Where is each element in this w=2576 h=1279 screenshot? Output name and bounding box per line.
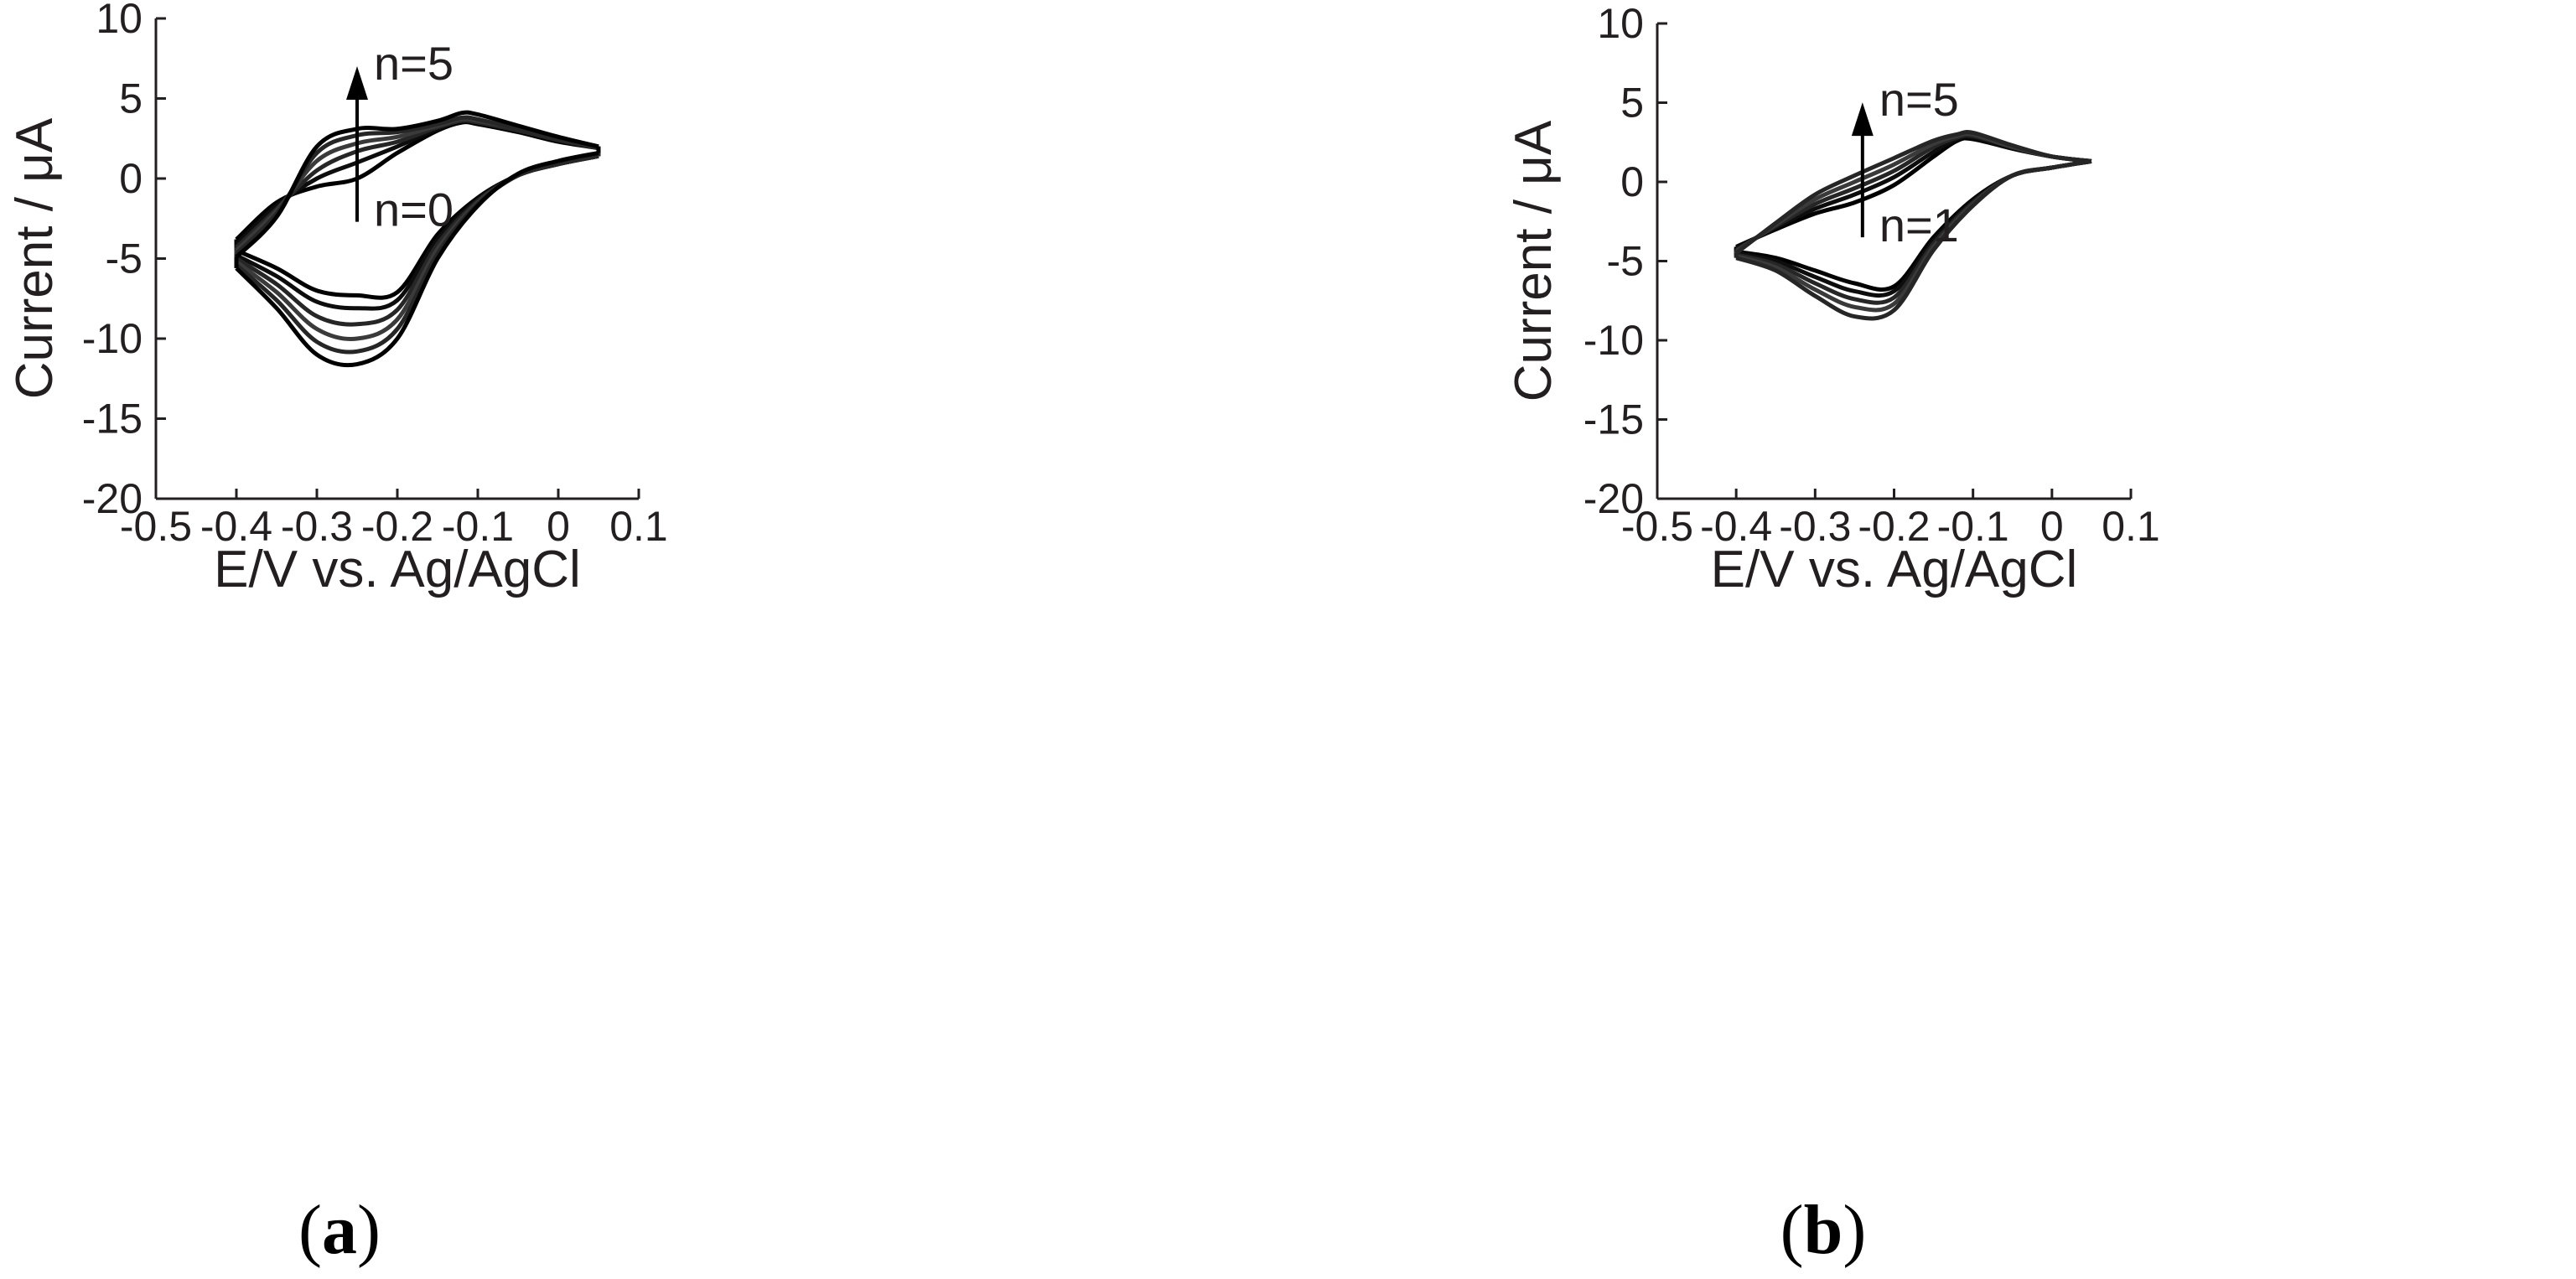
- panel-label-part: b: [1804, 1191, 1843, 1269]
- x-tick-label: -0.3: [281, 503, 353, 550]
- y-tick-label: 0: [119, 155, 143, 202]
- cv-reverse-scan-n5: [1735, 158, 2092, 321]
- x-tick-label: -0.5: [1621, 503, 1693, 550]
- cv-reverse-scan-n3: [235, 152, 599, 341]
- panel-label-part: (: [1780, 1191, 1804, 1269]
- y-tick-label: -5: [106, 236, 143, 282]
- annotation-start-label: n=0: [374, 184, 454, 236]
- chart-panel-a: 10 5 0 -5 -10 -15 -20 -0.5 -0.4 -0.3 -0.2 -0.1 0 0.1 E…: [6, 0, 668, 1269]
- panel-label-part: ): [357, 1191, 381, 1269]
- x-axis-title: E/V vs. Ag/AgCl: [214, 541, 581, 598]
- cv-reverse-scan-n5: [235, 150, 599, 368]
- y-tick-label: -5: [1607, 238, 1644, 285]
- x-tick-label: 0: [2040, 503, 2064, 550]
- y-tick-label: -10: [82, 315, 143, 362]
- x-tick-label: -0.1: [442, 503, 514, 550]
- trend-arrowhead-icon: [1851, 102, 1874, 137]
- x-tick-label: -0.2: [361, 503, 433, 550]
- y-tick-label: -10: [1583, 317, 1644, 364]
- annotation-end-label: n=5: [1879, 73, 1959, 126]
- y-tick-label: -20: [82, 475, 143, 522]
- x-tick-label: -0.2: [1858, 503, 1930, 550]
- x-tick-label: -0.3: [1779, 503, 1851, 550]
- cv-forward-scan-n5: [235, 110, 599, 259]
- x-tick-label: 0.1: [2102, 503, 2160, 550]
- x-axis-title: E/V vs. Ag/AgCl: [1711, 541, 2078, 598]
- x-tick-label: -0.4: [1700, 503, 1772, 550]
- y-tick-label: 5: [119, 75, 143, 122]
- y-axis-title: Current / μA: [1505, 120, 1563, 401]
- panel-label: (a): [298, 1191, 381, 1269]
- x-tick-label: -0.1: [1937, 503, 2009, 550]
- cv-forward-scan-n5: [1734, 130, 2092, 255]
- x-tick-label: -0.4: [200, 503, 272, 550]
- y-tick-label: 0: [1620, 158, 1644, 205]
- y-tick-label: -15: [82, 396, 143, 443]
- trend-arrowhead-icon: [346, 66, 368, 101]
- chart-b-svg: 10 5 0 -5 -10 -15 -20-0.5 -0.4 -0.3 -0.2 -0.1 0 0.1 E…: [1505, 0, 2160, 1269]
- y-tick-label: -20: [1583, 475, 1644, 522]
- y-tick-label: 10: [1597, 0, 1644, 47]
- chart-a-svg: 10 5 0 -5 -10 -15 -20-0.5 -0.4 -0.3 -0.2 -0.1 0 0.1 E…: [6, 0, 668, 1269]
- chart-panel-b: 10 5 0 -5 -10 -15 -20 -0.5 -0.4 -0.3 -0.2 -0.1 0 0.1 E…: [1291, 0, 2576, 1279]
- y-tick-label: 10: [96, 0, 143, 42]
- annotation-start-label: n=1: [1879, 199, 1959, 251]
- y-axis-title: Current / μA: [6, 117, 64, 399]
- panel-label-part: (: [298, 1191, 322, 1269]
- panel-label-part: a: [322, 1191, 357, 1269]
- y-tick-label: -15: [1583, 396, 1644, 443]
- x-tick-label: 0.1: [609, 503, 668, 550]
- annotation-end-label: n=5: [374, 37, 454, 90]
- y-tick-label: 5: [1620, 80, 1644, 127]
- x-tick-label: -0.5: [120, 503, 192, 550]
- panel-label: (b): [1780, 1191, 1867, 1269]
- x-tick-label: 0: [547, 503, 570, 550]
- panel-label-part: ): [1843, 1191, 1866, 1269]
